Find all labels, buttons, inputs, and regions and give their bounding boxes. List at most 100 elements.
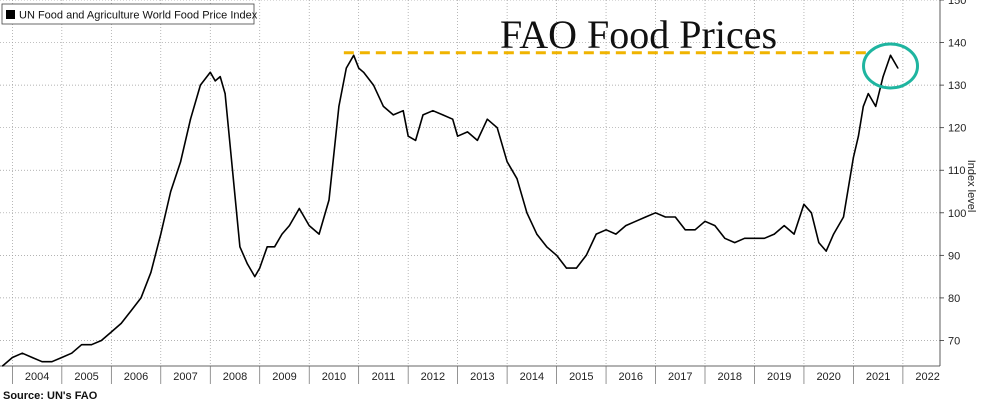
data-point [555,254,558,256]
data-point [402,110,404,112]
data-point [71,352,73,354]
data-point [170,190,172,193]
data-point [654,212,657,214]
data-point [209,71,211,73]
series-layer [1,54,899,367]
data-point [41,361,43,363]
data-point [298,207,300,210]
data-point [281,233,283,235]
data-point [664,216,667,218]
data-point [773,233,775,235]
data-point [635,220,637,222]
data-point [246,263,248,265]
data-point [452,118,454,120]
data-point [219,76,221,78]
highlight-circle-group [862,42,920,90]
data-point [345,67,347,69]
highlight-circle [862,42,920,90]
data-point [694,229,696,231]
data-point [382,105,385,107]
data-point [338,105,340,107]
y-axis-label: Index level [965,160,977,213]
data-point [724,237,726,239]
legend-label: UN Food and Agriculture World Food Price… [19,10,258,22]
data-point [432,110,434,112]
data-point [882,76,884,78]
x-tick-label: 2006 [124,371,148,383]
y-tick-label: 120 [948,123,966,135]
data-point [684,229,686,231]
data-point [422,114,424,116]
data-point [120,322,122,325]
x-tick-label: 2005 [74,371,98,383]
data-point [318,233,320,235]
y-axis: 70 80 90 100 110 120 130 140 150 [939,0,966,366]
x-tick-label: 2020 [816,371,840,383]
data-point [818,241,820,244]
data-point [476,139,479,142]
data-point [61,356,63,359]
data-point [486,118,488,120]
y-tick-label: 100 [948,208,966,220]
x-tick-label: 2010 [322,371,346,383]
data-point [526,212,528,214]
data-point [179,161,182,163]
data-point [585,254,587,256]
data-point [645,216,647,218]
data-point [875,105,877,107]
data-point [358,67,360,69]
data-point [605,229,607,231]
data-point [595,233,597,235]
data-point [392,114,394,116]
data-point [231,169,234,171]
data-point [867,93,869,95]
data-point [308,224,310,227]
chart-title: FAO Food Prices [500,12,777,57]
data-point [674,216,676,218]
legend-box [1,3,255,25]
data-point [615,233,617,235]
data-point [825,250,827,252]
data-point [189,118,192,120]
data-point [21,352,23,354]
data-point [273,246,276,248]
x-tick-label: 2018 [717,371,741,383]
data-point [81,344,83,346]
data-point [833,233,835,235]
series-line [1,54,899,367]
data-point [239,246,241,248]
x-tick-label: 2011 [372,371,396,383]
data-point [704,220,706,222]
x-axis: 2004 2005 2006 2007 2008 2009 2010 2011 2012 2013… [0,365,940,384]
data-point [266,246,268,248]
data-point [466,131,469,133]
data-point [857,135,859,137]
data-point [803,203,805,205]
data-point [783,224,785,227]
x-tick-label: 2008 [223,371,247,383]
gridlines [0,0,940,366]
y-tick-label: 80 [948,293,960,305]
data-point [810,212,812,214]
data-point [889,54,892,56]
data-point [842,216,845,218]
x-tick-label: 2022 [915,371,939,383]
y-tick-label: 130 [948,80,966,92]
y-tick-label: 150 [948,0,966,7]
x-tick-label: 2007 [173,371,197,383]
data-point [110,331,112,333]
data-point [254,276,256,278]
data-point [31,356,33,359]
data-point [90,344,93,346]
data-point [862,105,864,107]
source-note: Source: UN's FAO [3,390,98,402]
data-point [414,139,417,142]
x-tick-label: 2016 [619,371,643,383]
data-point [199,84,201,86]
legend-swatch [6,10,15,19]
data-point [11,356,13,359]
data-point [496,127,498,129]
data-point [625,224,627,227]
data-point [100,339,103,342]
